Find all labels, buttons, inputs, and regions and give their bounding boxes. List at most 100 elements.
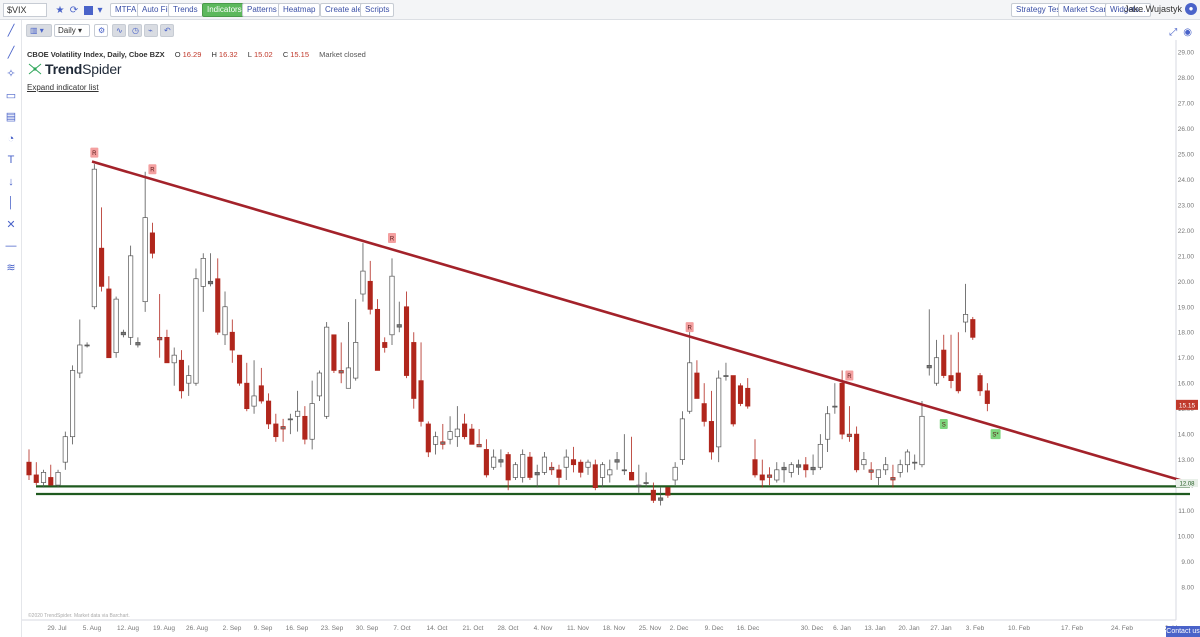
candle-body — [977, 375, 983, 392]
high-label: H — [211, 50, 217, 59]
fib-tool-icon[interactable]: ▤ — [5, 111, 17, 123]
top-toolbar: ★ ⟳ ▾ MTFA Auto Fib Trends Indicators Pa… — [0, 0, 1200, 20]
symbol-input[interactable] — [3, 3, 47, 17]
candle-body — [483, 449, 489, 476]
candle-body — [77, 344, 83, 374]
candle-body — [505, 454, 511, 481]
candle-body — [295, 410, 301, 417]
candle-body — [570, 459, 577, 466]
widgets-button[interactable]: Widgets... — [1105, 3, 1151, 17]
support-marker — [939, 418, 948, 429]
candle-body — [607, 469, 613, 476]
support-price-tag — [1176, 479, 1198, 488]
clock-icon[interactable]: ◷ — [128, 24, 142, 37]
text-tool-icon[interactable]: T — [7, 154, 15, 166]
current-price-label: 15.15 — [1179, 402, 1196, 409]
resistance-marker-label: R — [150, 168, 155, 174]
avatar[interactable]: ● — [1185, 3, 1197, 15]
expand-indicator-link[interactable]: Expand indicator list — [27, 83, 99, 92]
user-name[interactable]: Jake Wujastyk — [1124, 4, 1182, 14]
candle-body — [658, 497, 664, 501]
y-tick-label: 22.00 — [1178, 228, 1195, 235]
chevron-down-icon[interactable]: ▾ — [97, 4, 103, 16]
line-tool-icon[interactable]: ╱ — [7, 25, 15, 37]
open-value: 16.29 — [182, 50, 202, 59]
rectangle-tool-icon[interactable]: ▭ — [5, 90, 17, 102]
resistance-marker — [388, 232, 396, 243]
x-tick-label: 26. Aug — [186, 625, 208, 632]
y-tick-label: 16.00 — [1178, 381, 1195, 388]
x-tick-label: 9. Sep — [254, 625, 273, 632]
scripts-button[interactable]: Scripts — [360, 3, 395, 17]
candle-body — [549, 466, 555, 471]
wave-icon[interactable]: ⌁ — [144, 24, 158, 37]
candle-body — [520, 454, 526, 478]
candle-body — [839, 382, 845, 435]
patterns-button[interactable]: Patterns — [242, 3, 282, 17]
timeframe-select[interactable]: Daily ▾ — [54, 24, 90, 37]
refresh-icon[interactable]: ⟳ — [69, 4, 79, 16]
horizontal-line-icon[interactable]: — — [5, 240, 17, 252]
settings-gear-icon[interactable]: ⚙ — [94, 24, 108, 37]
candle-body — [781, 466, 787, 471]
candle-body — [266, 400, 272, 425]
fullscreen-icon[interactable]: ⤢ — [1169, 27, 1178, 38]
candle-body — [745, 387, 751, 407]
candle-body — [759, 474, 765, 481]
crosshair-icon[interactable]: ✕ — [6, 219, 16, 231]
logo-text-rest: Spider — [82, 61, 122, 77]
low-value: 15.02 — [253, 50, 273, 59]
y-tick-label: 20.00 — [1178, 279, 1195, 286]
candle-body — [316, 372, 322, 397]
candle-body — [48, 477, 54, 486]
candle-body — [832, 405, 838, 408]
x-tick-label: 12. Aug — [117, 625, 139, 632]
y-tick-label: 13.00 — [1178, 457, 1195, 464]
y-tick-label: 23.00 — [1178, 202, 1195, 209]
y-tick-label: 19.00 — [1178, 304, 1195, 311]
x-tick-label: 17. Feb — [1061, 625, 1083, 632]
vertical-line-icon[interactable]: │ — [7, 197, 15, 209]
camera-icon[interactable]: ◉ — [1183, 27, 1192, 38]
magic-wand-icon[interactable]: ✧ — [6, 68, 16, 80]
candle-body — [512, 464, 518, 478]
candle-body — [883, 464, 889, 471]
candle-body — [737, 385, 744, 404]
heatmap-button[interactable]: Heatmap — [278, 3, 321, 17]
candle-body — [723, 375, 729, 377]
x-tick-label: 18. Nov — [603, 625, 626, 632]
candle-body — [411, 342, 417, 399]
ray-tool-icon[interactable]: ╱ — [7, 47, 15, 59]
candle-body — [875, 469, 881, 478]
y-tick-label: 10.00 — [1178, 534, 1195, 541]
candle-body — [948, 375, 954, 381]
star-icon[interactable]: ★ — [55, 4, 65, 16]
channel-tool-icon[interactable]: ≋ — [6, 262, 16, 274]
candle-body — [447, 431, 453, 440]
candle-body — [331, 334, 337, 371]
resistance-marker — [148, 164, 157, 175]
candle-body — [701, 403, 707, 422]
candle-body — [941, 349, 947, 376]
clock-tool-icon[interactable]: ◔ — [7, 133, 15, 145]
resistance-marker-label: R — [687, 326, 692, 332]
candle-body — [962, 314, 969, 323]
color-square-icon[interactable] — [82, 4, 94, 16]
candle-body — [70, 370, 76, 438]
compare-icon[interactable]: ∿ — [112, 24, 126, 37]
arrow-down-tool-icon[interactable]: ↓ — [8, 176, 14, 188]
candle-body — [585, 461, 591, 468]
x-tick-label: 30. Dec — [801, 625, 824, 632]
candle-body — [178, 359, 185, 392]
candle-body — [643, 482, 649, 484]
trendspider-logo: TrendSpider — [28, 61, 122, 77]
contact-us-button[interactable]: Contact us — [1166, 626, 1200, 637]
candle-body — [854, 433, 860, 471]
close-label: C — [282, 50, 289, 59]
chart-type-button[interactable]: ▥ ▾ — [26, 24, 52, 37]
candle-body — [912, 461, 918, 464]
x-tick-label: 19. Aug — [153, 625, 175, 632]
candle-body — [766, 474, 773, 478]
undo-icon[interactable]: ↶ — [160, 24, 174, 37]
